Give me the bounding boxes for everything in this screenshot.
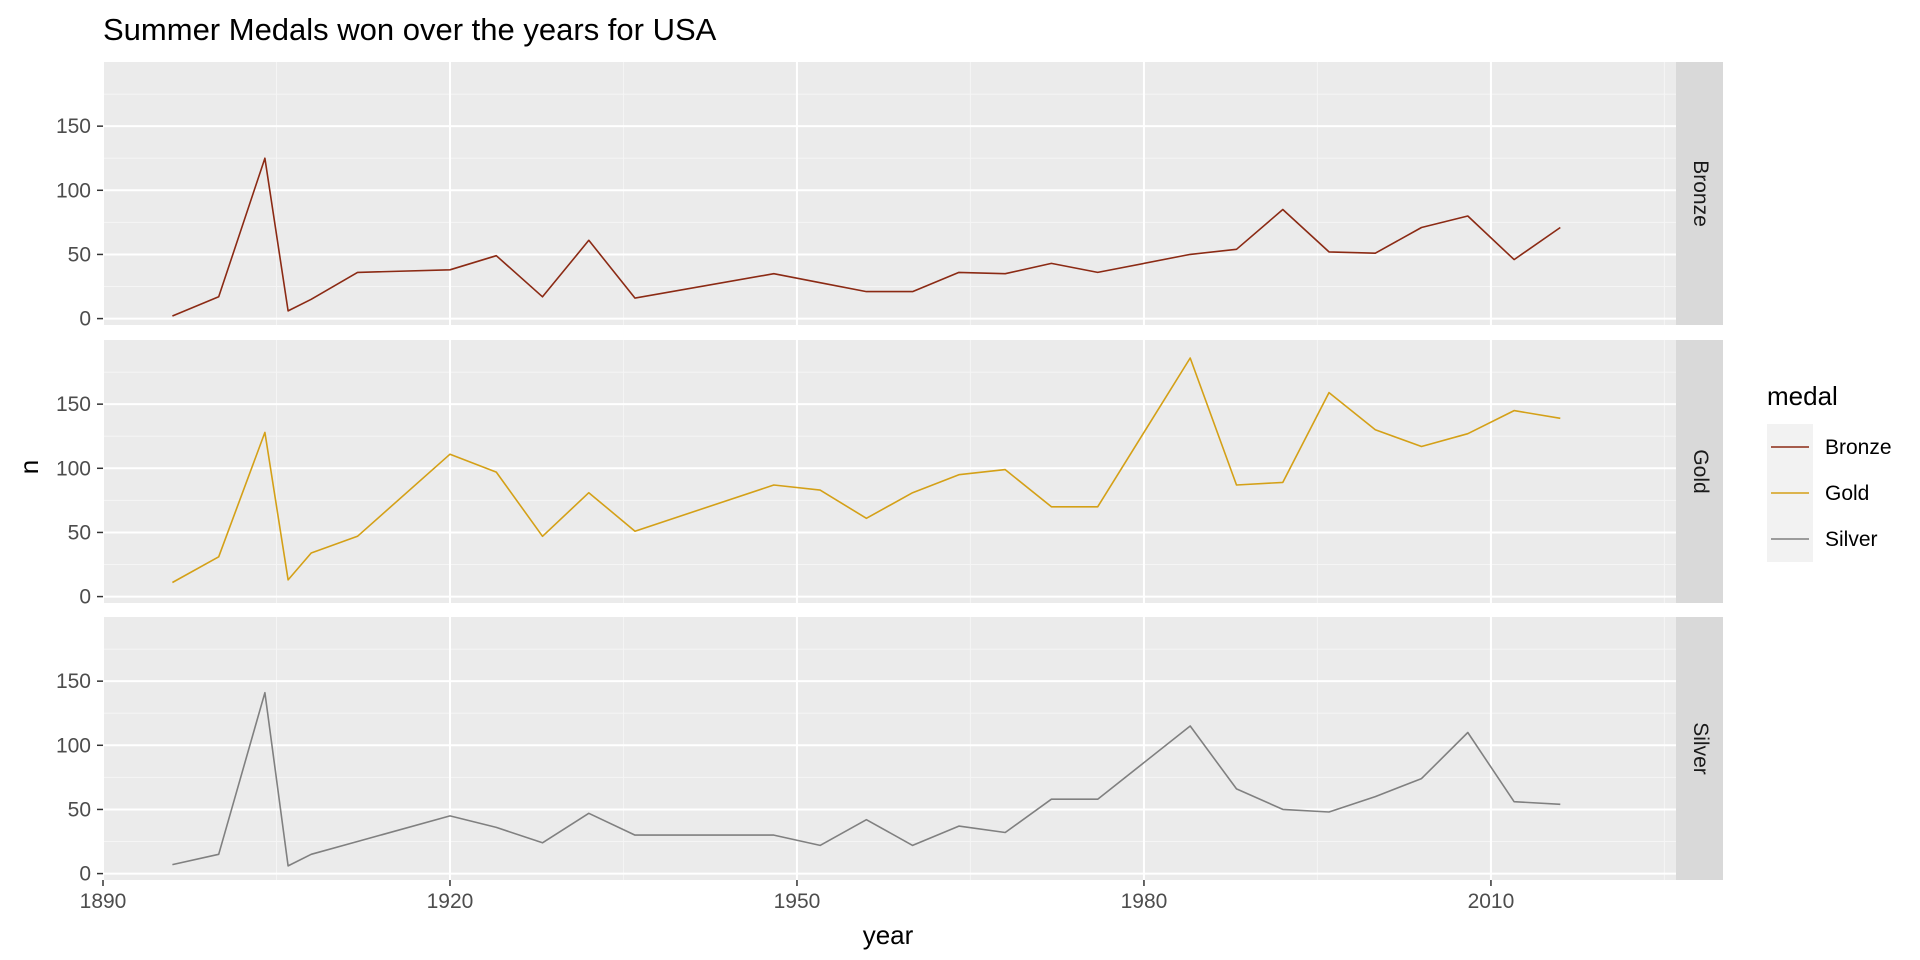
panel-background bbox=[103, 62, 1676, 325]
chart-title: Summer Medals won over the years for USA bbox=[103, 12, 717, 47]
legend-label: Gold bbox=[1825, 482, 1869, 505]
facet-strip-label: Bronze bbox=[1689, 160, 1712, 227]
y-tick-label: 50 bbox=[68, 798, 91, 821]
legend-item-silver: Silver bbox=[1767, 516, 1878, 562]
y-tick-label: 150 bbox=[56, 393, 91, 416]
x-axis-title: year bbox=[863, 920, 914, 950]
legend: Bronze Gold Silver bbox=[1767, 424, 1892, 562]
y-tick-label: 100 bbox=[56, 179, 91, 202]
y-tick-label: 100 bbox=[56, 457, 91, 480]
y-tick-label: 0 bbox=[79, 586, 91, 609]
y-tick-label: 150 bbox=[56, 670, 91, 693]
legend-label: Silver bbox=[1825, 528, 1878, 551]
panel-background bbox=[103, 340, 1676, 603]
legend-label: Bronze bbox=[1825, 436, 1892, 459]
x-tick-label: 1890 bbox=[80, 890, 127, 913]
y-tick-label: 0 bbox=[79, 863, 91, 886]
legend-item-gold: Gold bbox=[1767, 470, 1869, 516]
facet-panel-gold: 0 50 100 150 Gold bbox=[56, 340, 1723, 609]
facet-panel-silver: 0 50 100 150 Silver bbox=[56, 617, 1723, 886]
facet-panels: 0 50 100 150 Bronze 0 50 100 150 Gold 0 50 100 150 Sil… bbox=[56, 62, 1723, 886]
facet-strip-label: Silver bbox=[1689, 722, 1712, 775]
facet-panel-bronze: 0 50 100 150 Bronze bbox=[56, 62, 1723, 331]
y-tick-label: 50 bbox=[68, 243, 91, 266]
facet-strip bbox=[1676, 62, 1723, 325]
y-tick-label: 0 bbox=[79, 308, 91, 331]
legend-item-bronze: Bronze bbox=[1767, 424, 1892, 470]
y-tick-label: 50 bbox=[68, 521, 91, 544]
x-tick-label: 1980 bbox=[1121, 890, 1168, 913]
x-tick-label: 1920 bbox=[427, 890, 474, 913]
x-axis: 1890 1920 1950 1980 2010 bbox=[80, 880, 1515, 913]
legend-title: medal bbox=[1767, 381, 1838, 411]
facet-strip bbox=[1676, 617, 1723, 880]
x-tick-label: 2010 bbox=[1468, 890, 1515, 913]
y-tick-label: 100 bbox=[56, 734, 91, 757]
panel-background bbox=[103, 617, 1676, 880]
y-tick-label: 150 bbox=[56, 115, 91, 138]
facet-strip-label: Gold bbox=[1689, 449, 1712, 493]
series-line-silver bbox=[172, 691, 1561, 867]
x-tick-label: 1950 bbox=[774, 890, 821, 913]
series-line-bronze bbox=[172, 157, 1561, 317]
facet-strip bbox=[1676, 340, 1723, 603]
y-axis-title: n bbox=[14, 460, 44, 474]
series-line-gold bbox=[172, 357, 1561, 584]
